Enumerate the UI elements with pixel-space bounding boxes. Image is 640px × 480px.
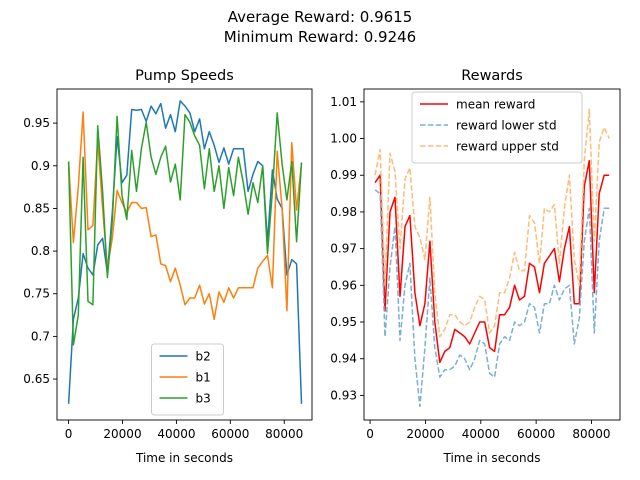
- y-tick-label: 0.8: [31, 244, 50, 258]
- x-tick-label: 40000: [462, 427, 500, 441]
- x-tick-label: 60000: [211, 427, 249, 441]
- y-tick-label: 0.93: [330, 388, 357, 402]
- plot-frame: [363, 88, 621, 421]
- x-tick-label: 20000: [406, 427, 444, 441]
- series-line-mean-reward: [374, 159, 610, 364]
- legend-label: reward upper std: [456, 140, 559, 154]
- x-tick-label: 80000: [265, 427, 303, 441]
- y-tick-label: 0.99: [330, 168, 357, 182]
- x-tick-label: 0: [65, 427, 73, 441]
- y-tick-label: 0.97: [330, 242, 357, 256]
- y-tick-label: 0.75: [23, 287, 50, 301]
- y-tick-label: 0.85: [23, 201, 50, 215]
- figure-title-line2: Minimum Reward: 0.9246: [223, 28, 417, 46]
- legend-label: mean reward: [456, 98, 535, 112]
- legend-label: reward lower std: [456, 119, 557, 133]
- y-tick-label: 0.94: [330, 352, 357, 366]
- x-tick-label: 80000: [572, 427, 610, 441]
- plot-frame: [56, 88, 313, 421]
- legend-box: [151, 343, 224, 416]
- y-tick-label: 0.7: [31, 329, 50, 343]
- legend-box: [411, 91, 583, 164]
- series-line-b3: [67, 112, 303, 346]
- chart-1: Pump Speeds Time in seconds 0 20000 40000 600…: [23, 68, 313, 465]
- legend-label: b3: [196, 392, 211, 406]
- x-axis-label: Time in seconds: [135, 451, 233, 465]
- y-tick-label: 0.95: [330, 315, 357, 329]
- x-tick-label: 0: [366, 427, 374, 441]
- legend-label: b2: [196, 350, 211, 364]
- y-tick-label: 0.98: [330, 205, 357, 219]
- legend-label: b1: [196, 371, 211, 385]
- series-line-reward-upper-std: [374, 108, 610, 338]
- x-axis-label: Time in seconds: [443, 451, 541, 465]
- x-tick-label: 20000: [103, 427, 141, 441]
- y-tick-label: 0.9: [31, 159, 50, 173]
- chart-title: Rewards: [461, 68, 523, 84]
- y-tick-label: 1.01: [330, 95, 357, 109]
- x-tick-label: 40000: [157, 427, 195, 441]
- x-tick-label: 60000: [517, 427, 555, 441]
- y-tick-label: 0.65: [23, 372, 50, 386]
- chart-title: Pump Speeds: [135, 68, 234, 84]
- chart-2: Rewards Time in seconds 0 20000 40000 60000 80…: [330, 68, 621, 465]
- series-line-reward-lower-std: [374, 189, 610, 408]
- y-tick-label: 0.96: [330, 278, 357, 292]
- y-tick-label: 1.00: [330, 132, 357, 146]
- figure-title-line1: Average Reward: 0.9615: [227, 8, 413, 26]
- y-tick-label: 0.95: [23, 116, 50, 130]
